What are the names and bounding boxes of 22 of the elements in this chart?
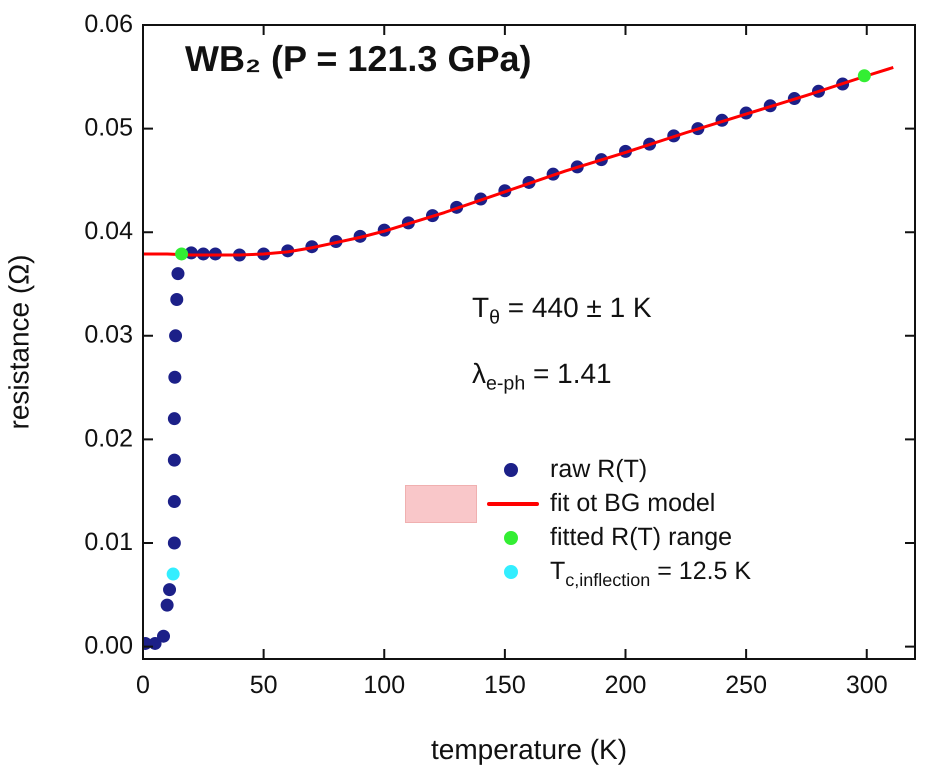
annotation: T$_{θ}$ = 440 ± 1 K xyxy=(472,291,652,331)
y-axis-title: resistance (Ω) xyxy=(4,254,35,430)
x-tick-label: 0 xyxy=(136,670,150,699)
legend-label: fit ot BG model xyxy=(550,488,716,517)
chart-title: WB₂ (P = 121.3 GPa) xyxy=(185,38,532,80)
y-tick-label: 0.02 xyxy=(84,424,133,452)
x-tick-label: 300 xyxy=(846,670,888,699)
x-tick-label: 150 xyxy=(484,670,526,699)
legend-label: raw R(T) xyxy=(550,454,648,483)
legend-label: fitted R(T) range xyxy=(550,522,732,551)
y-tick-label: 0.03 xyxy=(84,320,133,349)
y-tick-label: 0.06 xyxy=(84,10,133,38)
x-tick-label: 250 xyxy=(725,670,767,699)
x-tick-label: 200 xyxy=(604,670,646,699)
y-tick-label: 0.01 xyxy=(84,528,133,556)
y-tick-label: 0.05 xyxy=(84,113,133,142)
annotation: λ$_{e-ph}$ = 1.41 xyxy=(472,356,613,396)
y-tick-label: 0.00 xyxy=(84,631,133,660)
y-tick-label: 0.04 xyxy=(84,217,134,246)
x-tick-label: 50 xyxy=(250,670,278,699)
x-tick-label: 100 xyxy=(363,670,406,699)
x-axis-title: temperature (K) xyxy=(430,734,628,765)
